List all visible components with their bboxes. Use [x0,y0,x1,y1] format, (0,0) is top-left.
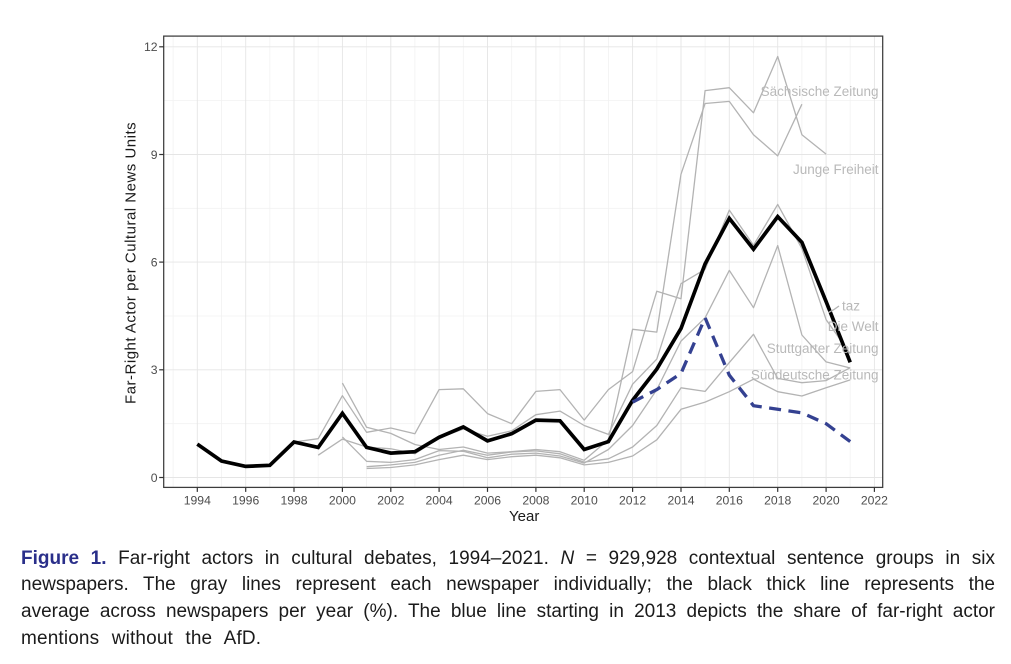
svg-text:6: 6 [151,255,158,269]
svg-text:12: 12 [144,40,158,54]
svg-text:2000: 2000 [329,494,356,508]
svg-text:2022: 2022 [861,494,888,508]
svg-text:0: 0 [151,471,158,485]
svg-text:2020: 2020 [813,494,840,508]
svg-text:2004: 2004 [426,494,453,508]
svg-text:2014: 2014 [667,494,694,508]
svg-text:1994: 1994 [184,494,211,508]
svg-text:2018: 2018 [764,494,791,508]
svg-text:Year: Year [509,508,539,525]
svg-text:1996: 1996 [232,494,259,508]
svg-text:Stuttgarter Zeitung: Stuttgarter Zeitung [767,341,879,356]
svg-text:2008: 2008 [522,494,549,508]
svg-text:taz: taz [842,299,860,314]
svg-text:2006: 2006 [474,494,501,508]
svg-text:9: 9 [151,148,158,162]
svg-text:Far-Right Actor per Cultural N: Far-Right Actor per Cultural News Units [123,122,140,404]
svg-text:Süddeutsche Zeitung: Süddeutsche Zeitung [751,368,879,383]
svg-text:2002: 2002 [377,494,404,508]
svg-text:2012: 2012 [619,494,646,508]
svg-text:2010: 2010 [571,494,598,508]
svg-text:2016: 2016 [716,494,743,508]
svg-text:3: 3 [151,363,158,377]
svg-text:Junge Freiheit: Junge Freiheit [793,162,879,177]
svg-text:Sächsische Zeitung: Sächsische Zeitung [761,84,879,99]
svg-text:Die Welt: Die Welt [828,319,879,334]
svg-text:1998: 1998 [280,494,307,508]
